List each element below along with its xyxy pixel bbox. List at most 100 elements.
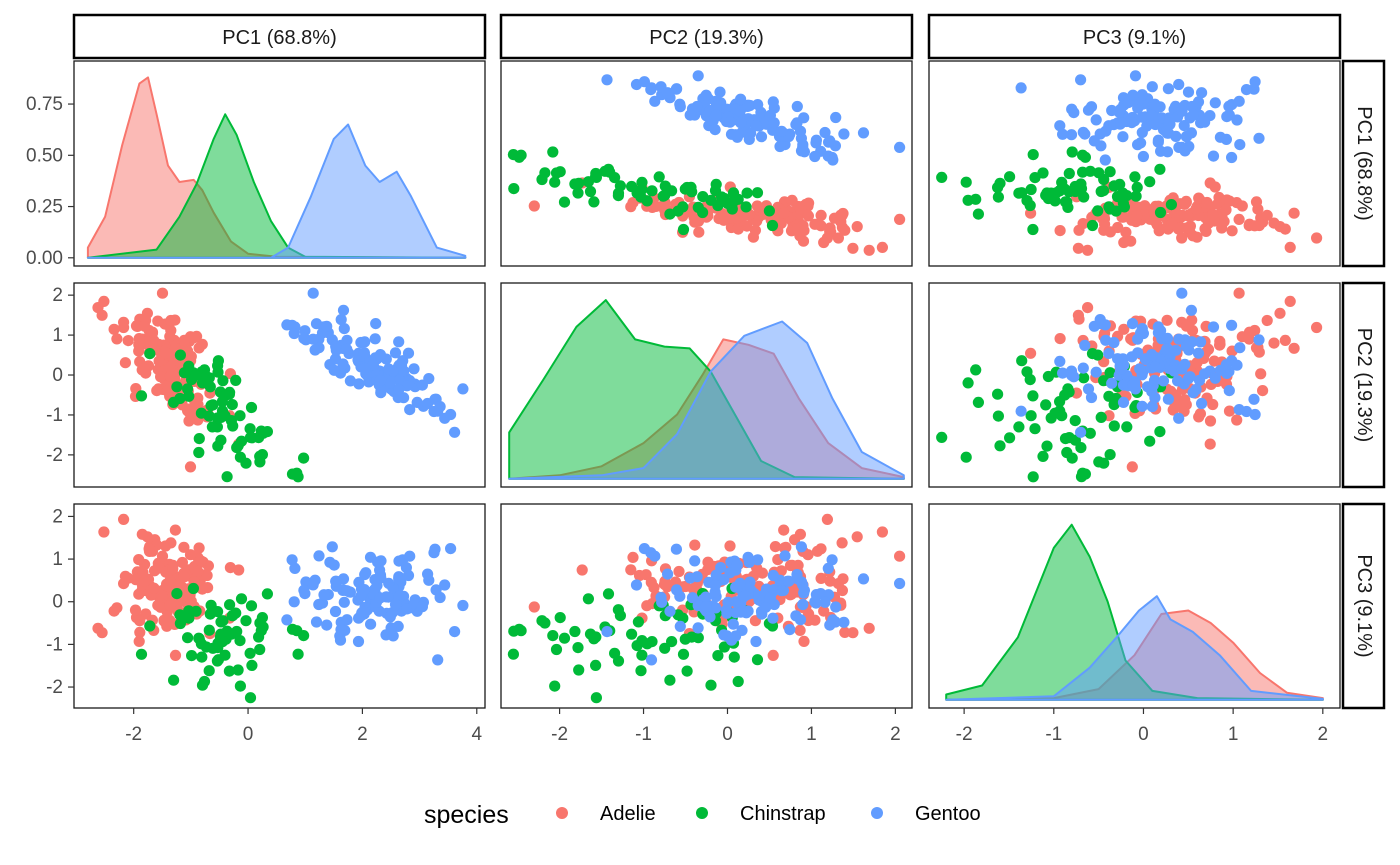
strip-top-PC2 [499,13,914,60]
scatter-point [1054,333,1066,345]
facet-strips: PC1 (68.8%) PC2 (19.3%) PC3 (9.1%) PC1 (68.… [72,13,1386,710]
scatter-point [195,555,207,567]
scatter-point [151,385,163,397]
scatter-point [1187,387,1199,399]
scatter-point [876,241,889,253]
scatter-point [129,604,142,616]
scatter-point [627,551,639,564]
scatter-point [240,457,252,469]
scatter-point [633,569,646,582]
scatter-point [769,541,782,553]
scatter-point [731,559,743,571]
scatter-point [732,675,744,688]
scatter-point [1161,343,1173,355]
scatter-point [254,643,266,656]
scatter-point [1154,163,1166,175]
scatter-point [204,381,216,393]
scatter-point [727,618,739,630]
legend: species Adelie Chinstrap Gentoo [424,801,981,829]
scatter-point [751,200,763,212]
scatter-point [731,131,743,143]
scatter-point [1146,401,1158,413]
scatter-point [751,187,764,199]
scatter-point [353,378,365,390]
scatter-point [659,642,671,654]
scatter-point [1029,172,1041,184]
scatter-point [554,612,566,624]
scatter-point [1165,199,1177,211]
scatter-point [609,647,621,659]
scatter-point [764,592,777,604]
scatter-point [847,627,859,639]
scatter-point [686,592,699,604]
scatter-point [148,582,160,594]
scatter-point [383,577,395,590]
scatter-point [857,127,870,139]
scatter-point [750,635,762,648]
scatter-point [335,624,347,636]
scatter-point [212,355,224,367]
scatter-point [1214,335,1226,347]
scatter-point [576,564,588,576]
scatter-point [798,635,810,648]
scatter-point [108,323,120,335]
scatter-point [646,636,658,648]
scatter-point [203,624,215,636]
scatter-point [1161,146,1174,158]
scatter-point [632,616,645,628]
scatter-point [677,648,690,660]
scatter-point [244,431,257,443]
scatter-point [164,614,176,627]
scatter-point [798,584,811,596]
scatter-point [645,654,658,666]
scatter-point [358,347,370,359]
scatter-point [231,625,243,638]
scatter-point [457,599,469,612]
scatter-point [174,392,186,405]
scatter-point [783,575,795,587]
scatter-point [98,526,110,538]
scatter-point [1027,149,1039,161]
scatter-point [625,201,637,213]
scatter-point [1088,320,1100,332]
panels [73,60,1341,709]
scatter-point [649,95,661,107]
scatter-point [727,187,740,199]
scatter-point [398,392,410,404]
y-tick-label: 2 [52,285,63,306]
scatter-point [790,610,802,622]
scatter-point [700,89,712,101]
scatter-point [234,635,246,647]
scatter-point [1042,370,1054,383]
scatter-point [1196,397,1208,410]
scatter-point [779,550,791,562]
scatter-point [1182,210,1194,222]
scatter-point [1191,231,1203,243]
scatter-point [1098,185,1110,197]
scatter-point [705,679,717,691]
scatter-point [582,176,595,188]
scatter-point [1234,139,1246,151]
scatter-point [747,231,760,243]
scatter-point [712,199,724,212]
scatter-point [1117,197,1129,209]
scatter-point [1086,219,1099,232]
scatter-point [1176,287,1188,299]
scatter-point [196,651,208,663]
panel-PC3-PC2 [500,503,913,709]
scatter-point [184,407,196,419]
scatter-point [750,120,762,132]
scatter-point [434,401,446,413]
scatter-point [894,213,906,225]
scatter-point [1132,139,1144,151]
y-tick-label: 1 [52,325,63,346]
scatter-point [432,654,444,666]
scatter-point [1072,242,1084,254]
scatter-point [734,577,746,590]
y-tick-label: 1 [52,549,63,570]
scatter-point [212,366,224,378]
scatter-point [1098,457,1110,469]
scatter-point [752,554,764,566]
scatter-point [1193,192,1205,204]
scatter-point [289,562,301,575]
